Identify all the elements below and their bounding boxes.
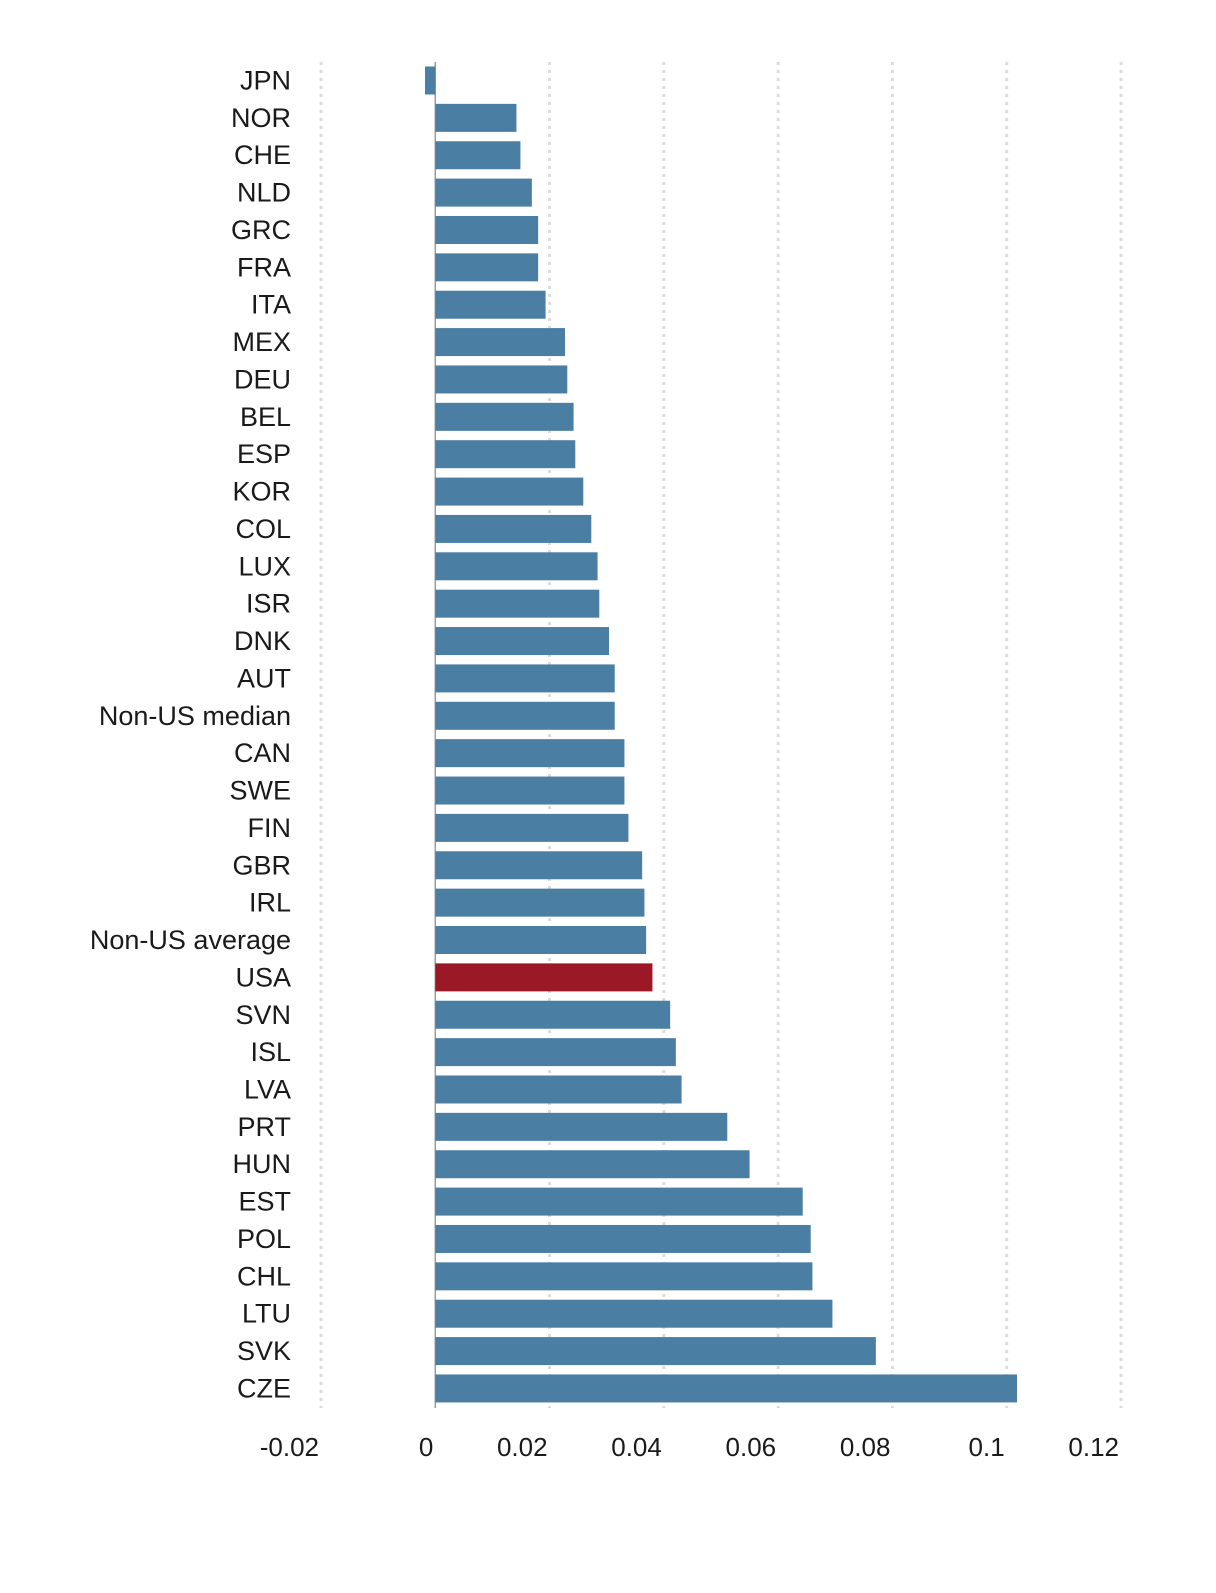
x-tick-label: 0.06 [726, 1432, 777, 1462]
category-label-est: EST [238, 1187, 291, 1217]
bar-bel [435, 402, 574, 431]
bar-dnk [435, 627, 609, 656]
bar-grc [435, 215, 539, 244]
category-label-isl: ISL [250, 1037, 291, 1067]
bar-irl [435, 888, 645, 917]
category-label-bel: BEL [240, 402, 291, 432]
bar-svk [435, 1337, 876, 1366]
bar-non-us-average [435, 926, 647, 955]
category-label-svn: SVN [235, 1000, 291, 1030]
bar-col [435, 514, 592, 543]
category-label-chl: CHL [237, 1261, 291, 1291]
bar-nor [435, 103, 517, 132]
bar-gbr [435, 851, 643, 880]
x-tick-label: 0.04 [611, 1432, 662, 1462]
category-label-irl: IRL [249, 888, 291, 918]
bar-deu [435, 365, 568, 394]
bar-hun [435, 1150, 750, 1179]
category-label-esp: ESP [237, 439, 291, 469]
category-label-nor: NOR [231, 103, 291, 133]
bar-ita [435, 290, 546, 319]
category-label-usa: USA [235, 962, 291, 992]
category-label-kor: KOR [232, 477, 291, 507]
bar-nld [435, 178, 532, 207]
category-label-jpn: JPN [240, 66, 291, 96]
category-labels: JPN NOR CHE NLD GRC FRA ITA MEX DEU BEL ESP KOR COL L… [90, 66, 291, 1404]
bar-est [435, 1187, 803, 1216]
bar-aut [435, 664, 615, 693]
bar-esp [435, 440, 576, 469]
bar-isl [435, 1038, 676, 1067]
category-label-col: COL [235, 514, 291, 544]
category-label-dnk: DNK [234, 626, 291, 656]
bar-can [435, 739, 625, 768]
category-label-lux: LUX [238, 551, 291, 581]
category-label-fin: FIN [248, 813, 292, 843]
category-label-prt: PRT [237, 1112, 291, 1142]
bar-usa [435, 963, 653, 992]
bar-kor [435, 477, 584, 506]
category-label-non-us-median: Non-US median [99, 701, 291, 731]
bar-svn [435, 1000, 671, 1029]
bar-che [435, 141, 521, 170]
bar-lva [435, 1075, 682, 1104]
category-label-cze: CZE [237, 1373, 291, 1403]
x-tick-label: 0.12 [1068, 1432, 1119, 1462]
bar-mex [435, 328, 565, 357]
category-label-nld: NLD [237, 178, 291, 208]
category-label-aut: AUT [237, 663, 291, 693]
category-label-pol: POL [237, 1224, 291, 1254]
category-label-can: CAN [234, 738, 291, 768]
bar-non-us-median [435, 701, 615, 730]
bars [425, 66, 1017, 1403]
category-label-che: CHE [234, 140, 291, 170]
category-label-gbr: GBR [232, 850, 291, 880]
x-tick-label: 0.1 [969, 1432, 1005, 1462]
category-label-grc: GRC [231, 215, 291, 245]
category-label-swe: SWE [229, 776, 291, 806]
category-label-ita: ITA [251, 290, 291, 320]
x-tick-label: 0 [419, 1432, 433, 1462]
gridlines [319, 62, 1123, 1408]
category-label-ltu: LTU [242, 1299, 291, 1329]
category-label-fra: FRA [237, 252, 291, 282]
bar-ltu [435, 1299, 833, 1328]
x-axis-tick-labels: -0.02 0 0.02 0.04 0.06 0.08 0.1 0.12 [260, 1432, 1119, 1462]
bar-prt [435, 1112, 728, 1141]
category-label-deu: DEU [234, 364, 291, 394]
bar-jpn [425, 66, 436, 95]
x-tick-label: 0.08 [840, 1432, 891, 1462]
x-tick-label: -0.02 [260, 1432, 319, 1462]
category-label-mex: MEX [232, 327, 291, 357]
bar-chl [435, 1262, 813, 1291]
bar-fra [435, 253, 539, 282]
bar-cze [435, 1374, 1017, 1403]
bar-lux [435, 552, 598, 581]
category-label-isr: ISR [246, 589, 291, 619]
category-label-svk: SVK [237, 1336, 291, 1366]
category-label-hun: HUN [233, 1149, 292, 1179]
bar-pol [435, 1224, 811, 1253]
bar-fin [435, 813, 629, 842]
bar-swe [435, 776, 625, 805]
category-label-non-us-average: Non-US average [90, 925, 291, 955]
category-label-lva: LVA [244, 1074, 291, 1104]
bar-isr [435, 589, 600, 618]
x-tick-label: 0.02 [497, 1432, 548, 1462]
